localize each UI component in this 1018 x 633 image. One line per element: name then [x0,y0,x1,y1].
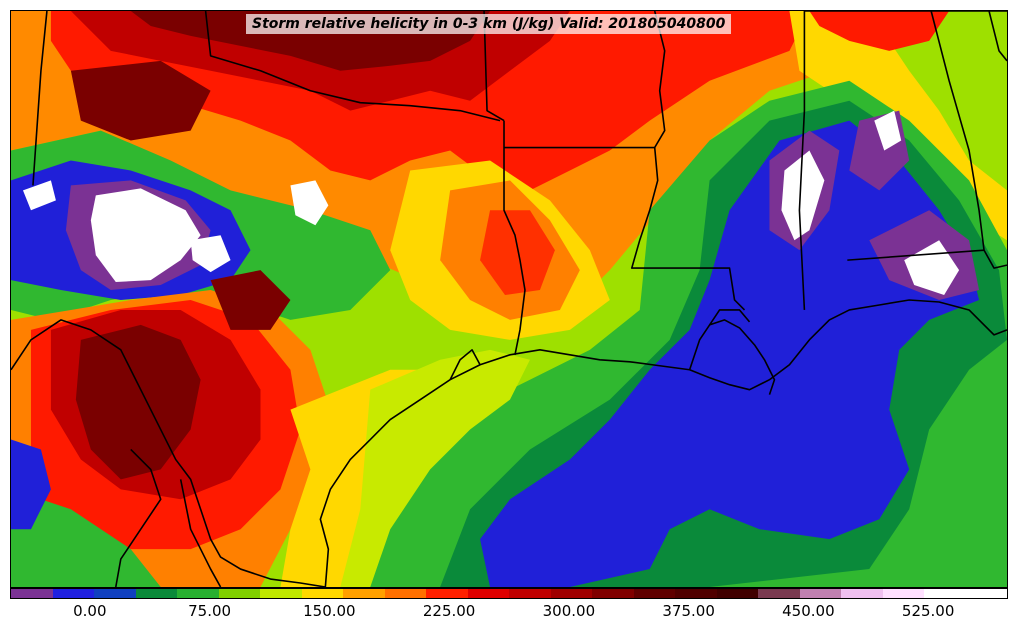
colorbar-segment [135,589,177,598]
field-blue-sw-bottom [11,439,51,530]
field-lime-coast [340,349,530,587]
border-rio-grande [11,319,326,587]
field-green-sw-bottom [11,489,161,587]
colorbar-segment [882,589,924,598]
border-tx-la [503,120,526,355]
field-maroon-sw-2 [210,270,291,330]
colorbar-segment [426,589,468,598]
field-white-west [90,188,201,283]
colorbar-segment [799,589,841,598]
colorbar-segment [758,589,800,598]
colorbar-tick-label: 300.00 [542,602,596,620]
coast-galveston [449,349,481,381]
field-white-west-2 [190,235,231,273]
coast-lake [708,309,751,326]
border-mississippi [630,11,746,311]
colorbar [10,588,1008,599]
border-fl [847,249,1007,269]
colorbar-tick-label: 0.00 [73,602,107,620]
colorbar-segment [260,589,302,598]
border-nm-tx [32,11,48,186]
colorbar-tick-label: 75.00 [188,602,232,620]
border-mexico-1 [115,448,162,587]
colorbar-segment [965,589,1007,598]
colorbar-segment [924,589,966,598]
field-white-west-3 [290,180,329,226]
field-white-se-2 [874,110,902,151]
colorbar-tick-label: 150.00 [303,602,356,620]
field-maroon-sw [75,324,201,480]
map-frame [10,10,1008,588]
colorbar-segment [384,589,426,598]
border-ok-ar [483,11,505,122]
colorbar-segment [716,589,758,598]
colorbar-segment [177,589,219,598]
colorbar-segment [841,589,883,598]
border-ms-al [798,11,806,311]
field-red-central [480,210,555,296]
border-tx-panhandle [204,11,501,122]
field-red-ne [809,11,950,51]
field-white-se-1 [781,150,825,241]
colorbar-tick-label: 225.00 [422,602,476,620]
colorbar-segment [675,589,717,598]
helicity-map [11,11,1007,587]
border-mexico-2 [179,479,222,587]
colorbar-segment [11,589,53,598]
map-borders [11,11,1007,587]
colorbar-ticks: 0.00 75.00 150.00 225.00 300.00 375.00 450.00 5… [10,602,1008,626]
colorbar-segment [52,589,94,598]
colorbar-segment [633,589,675,598]
colorbar-segment [343,589,385,598]
colorbar-tick-label: 375.00 [662,602,715,620]
colorbar-segment [509,589,551,598]
field-white-se-3 [904,240,960,296]
colorbar-segment [592,589,634,598]
border-al-ga [930,11,985,251]
field-blue-se [480,120,980,587]
field-maroon-north-2 [70,60,211,141]
map-title: Storm relative helicity in 0-3 km (J/kg)… [246,14,732,34]
colorbar-segment [94,589,136,598]
coast-texas [319,299,1007,587]
border-ga-sc [988,11,1007,62]
field-white-west-4 [22,180,56,211]
coast-louisiana-delta [688,319,776,395]
colorbar-tick-label: 450.00 [782,602,835,620]
field-lime-ne [889,11,1007,191]
colorbar-segment [467,589,509,598]
colorbar-segment [550,589,592,598]
colorbar-segment [218,589,260,598]
colorbar-tick-label: 525.00 [901,602,955,620]
colorbar-segment [301,589,343,598]
